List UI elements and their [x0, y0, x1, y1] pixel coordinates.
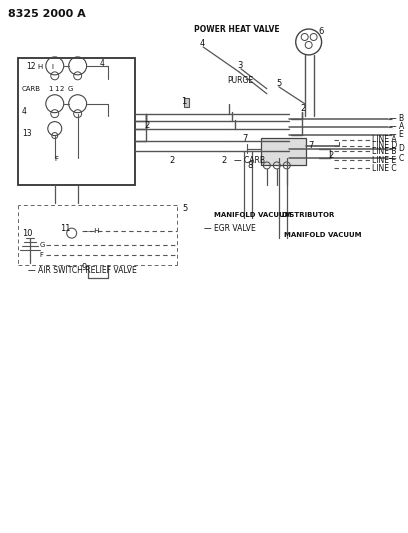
- Text: 11: 11: [60, 224, 70, 233]
- Bar: [184, 98, 189, 107]
- Text: 8325 2000 A: 8325 2000 A: [8, 9, 86, 19]
- Text: 4: 4: [100, 59, 104, 68]
- Text: LINE C: LINE C: [373, 164, 397, 173]
- Text: H: H: [38, 64, 43, 70]
- Text: MANIFOLD VACUUM: MANIFOLD VACUUM: [214, 212, 292, 218]
- Text: POWER HEAT VALVE: POWER HEAT VALVE: [194, 25, 280, 34]
- Text: — C: — C: [389, 154, 405, 163]
- Text: G: G: [40, 242, 45, 248]
- Text: MANIFOLD VACUUM: MANIFOLD VACUUM: [284, 232, 361, 238]
- Text: 6: 6: [319, 27, 324, 36]
- Text: 5: 5: [277, 79, 282, 88]
- Text: 2: 2: [221, 156, 226, 165]
- Text: 5: 5: [182, 204, 187, 213]
- Text: LINE D: LINE D: [373, 141, 398, 150]
- Text: — EGR VALVE: — EGR VALVE: [204, 224, 256, 233]
- Text: — A: — A: [389, 122, 405, 131]
- Text: — D: — D: [389, 144, 405, 153]
- Text: — E: — E: [389, 130, 404, 139]
- Text: 9: 9: [82, 263, 87, 272]
- Text: F: F: [55, 157, 59, 163]
- Bar: [261, 138, 306, 165]
- Text: LINE B: LINE B: [373, 147, 397, 156]
- Text: 2: 2: [328, 151, 334, 160]
- Text: I: I: [52, 64, 54, 70]
- Text: PURGE: PURGE: [227, 76, 253, 85]
- Bar: [18, 58, 135, 185]
- Text: — AIR SWITCH RELIEF VALVE: — AIR SWITCH RELIEF VALVE: [28, 266, 137, 276]
- Text: CARB: CARB: [22, 86, 41, 92]
- Text: 2: 2: [144, 121, 150, 130]
- Text: — H: — H: [84, 228, 99, 234]
- Text: — CARB: — CARB: [234, 156, 265, 165]
- Text: 4: 4: [199, 39, 204, 49]
- Text: DISTRIBUTOR: DISTRIBUTOR: [282, 212, 335, 218]
- Text: F: F: [40, 252, 44, 258]
- Text: — B: — B: [389, 114, 404, 123]
- Text: 13: 13: [22, 129, 31, 138]
- Text: 3: 3: [237, 61, 242, 70]
- Text: G: G: [68, 86, 73, 92]
- Text: 2: 2: [60, 86, 64, 92]
- Text: 12: 12: [26, 62, 35, 71]
- Text: 7: 7: [242, 134, 247, 143]
- Text: 4: 4: [22, 107, 27, 116]
- Text: 8: 8: [247, 161, 252, 170]
- Text: 1: 1: [48, 86, 52, 92]
- Text: LINE E: LINE E: [373, 156, 397, 165]
- Text: 7: 7: [309, 141, 314, 150]
- Text: 1: 1: [181, 97, 186, 106]
- Text: 2: 2: [169, 156, 175, 165]
- Text: LINE A: LINE A: [373, 135, 397, 144]
- Text: 10: 10: [22, 229, 32, 238]
- Text: 2: 2: [301, 104, 306, 113]
- Text: 1: 1: [54, 86, 58, 92]
